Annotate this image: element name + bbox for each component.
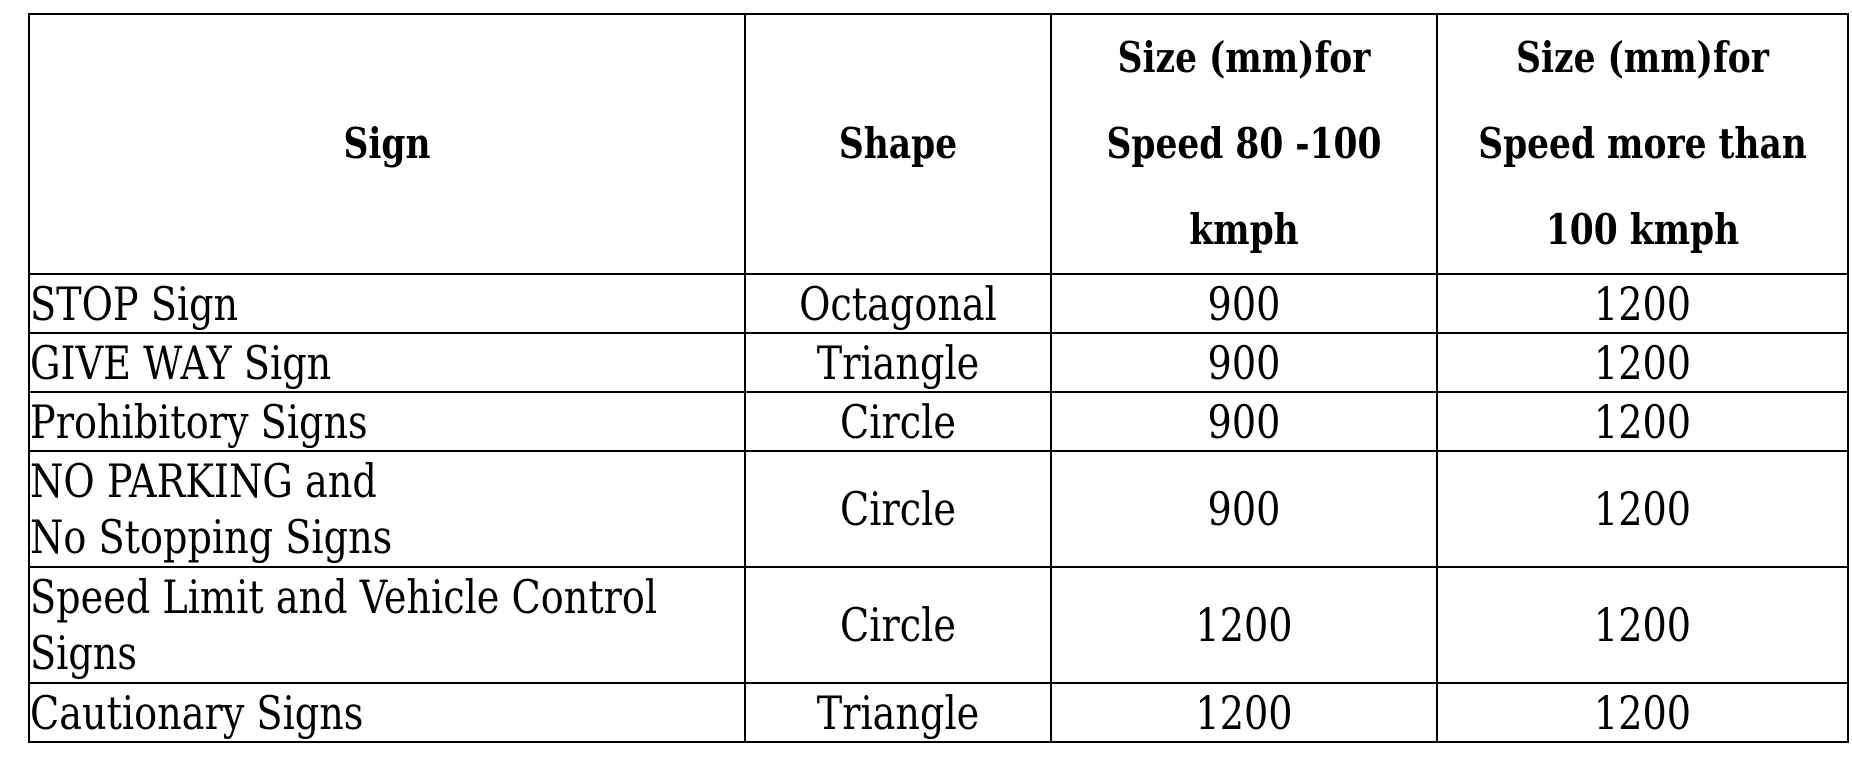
size-80-100-cell: 1200 <box>1050 566 1438 684</box>
shape-cell: Octagonal <box>744 273 1052 334</box>
table-row: Speed Limit and Vehicle Control Signs Ci… <box>28 566 1849 684</box>
sign-label: STOP Sign <box>30 276 239 331</box>
size-80-100-value: 900 <box>1207 276 1281 331</box>
size-over-100-cell: 1200 <box>1436 332 1849 393</box>
size-80-100-value: 1200 <box>1195 598 1293 652</box>
shape-value: Circle <box>840 598 956 652</box>
size-80-100-cell: 900 <box>1050 391 1438 452</box>
size-over-100-value: 1200 <box>1593 598 1692 652</box>
shape-cell: Circle <box>744 450 1052 568</box>
shape-cell: Triangle <box>744 682 1052 743</box>
header-size-80-100-line-2: Speed 80 -100 <box>1106 119 1382 168</box>
size-over-100-cell: 1200 <box>1436 391 1849 452</box>
sign-cell: STOP Sign <box>28 273 746 334</box>
sign-label: Prohibitory Signs <box>30 394 368 449</box>
size-over-100-value: 1200 <box>1593 335 1692 390</box>
sign-cell: Cautionary Signs <box>28 682 746 743</box>
table-row: GIVE WAY Sign Triangle 900 1200 <box>28 332 1849 393</box>
header-sign-line: Sign <box>343 119 431 168</box>
shape-value: Octagonal <box>799 276 997 331</box>
sign-cell: GIVE WAY Sign <box>28 332 746 393</box>
size-80-100-cell: 900 <box>1050 332 1438 393</box>
header-size-80-100-line-3: kmph <box>1189 205 1299 254</box>
size-80-100-value: 900 <box>1207 394 1281 449</box>
size-80-100-cell: 900 <box>1050 273 1438 334</box>
header-size-over-100-line-2: Speed more than <box>1478 119 1807 168</box>
size-over-100-value: 1200 <box>1593 685 1692 740</box>
header-size-80-100: Size (mm)for Speed 80 -100 kmph <box>1050 13 1438 275</box>
size-over-100-value: 1200 <box>1593 482 1692 536</box>
size-80-100-value: 900 <box>1207 482 1281 536</box>
header-shape: Shape <box>744 13 1052 275</box>
table-row: Cautionary Signs Triangle 1200 1200 <box>28 682 1849 743</box>
size-80-100-cell: 1200 <box>1050 682 1438 743</box>
table-row: Prohibitory Signs Circle 900 1200 <box>28 391 1849 452</box>
size-80-100-cell: 900 <box>1050 450 1438 568</box>
sign-cell: NO PARKING and No Stopping Signs <box>28 450 746 568</box>
sign-size-table: Sign Shape Size (mm)for Speed 80 -100 km… <box>28 13 1849 743</box>
sign-label-line-2: Signs <box>30 626 137 680</box>
sign-label-line-1: Speed Limit and Vehicle Control <box>30 570 658 624</box>
sign-label: GIVE WAY Sign <box>30 335 332 390</box>
sign-label-line-1: NO PARKING and <box>30 454 377 508</box>
size-over-100-cell: 1200 <box>1436 682 1849 743</box>
header-row: Sign Shape Size (mm)for Speed 80 -100 km… <box>28 13 1849 275</box>
size-over-100-cell: 1200 <box>1436 566 1849 684</box>
header-size-80-100-line-1: Size (mm)for <box>1117 33 1371 82</box>
shape-value: Circle <box>840 394 956 449</box>
shape-cell: Circle <box>744 566 1052 684</box>
shape-value: Triangle <box>816 685 980 740</box>
shape-cell: Circle <box>744 391 1052 452</box>
size-over-100-cell: 1200 <box>1436 273 1849 334</box>
size-over-100-value: 1200 <box>1593 394 1692 449</box>
sign-label: Cautionary Signs <box>30 685 364 740</box>
header-size-over-100-line-3: 100 kmph <box>1545 205 1740 254</box>
size-over-100-cell: 1200 <box>1436 450 1849 568</box>
table-row: STOP Sign Octagonal 900 1200 <box>28 273 1849 334</box>
sign-cell: Speed Limit and Vehicle Control Signs <box>28 566 746 684</box>
header-size-over-100: Size (mm)for Speed more than 100 kmph <box>1436 13 1849 275</box>
shape-cell: Triangle <box>744 332 1052 393</box>
shape-value: Circle <box>840 482 956 536</box>
sign-label-line-2: No Stopping Signs <box>30 510 393 564</box>
shape-value: Triangle <box>816 335 980 390</box>
header-sign: Sign <box>28 13 746 275</box>
table-row: NO PARKING and No Stopping Signs Circle … <box>28 450 1849 568</box>
header-size-over-100-line-1: Size (mm)for <box>1516 33 1769 82</box>
sign-cell: Prohibitory Signs <box>28 391 746 452</box>
header-shape-line: Shape <box>838 119 958 168</box>
size-80-100-value: 1200 <box>1195 685 1293 740</box>
size-80-100-value: 900 <box>1207 335 1281 390</box>
size-over-100-value: 1200 <box>1593 276 1692 331</box>
